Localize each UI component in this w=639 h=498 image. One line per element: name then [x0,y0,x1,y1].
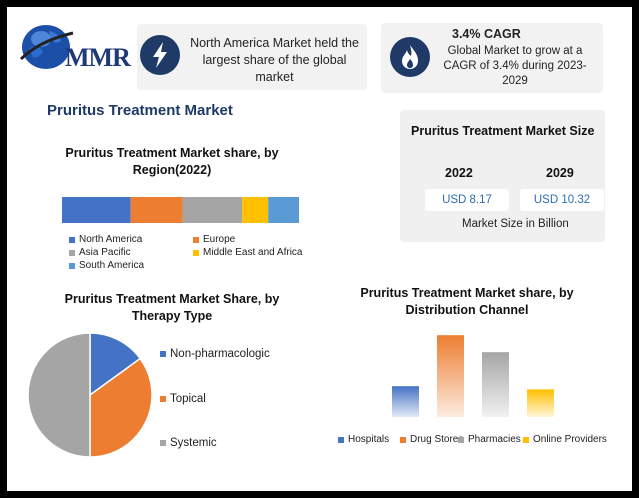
legend-swatch [193,236,199,243]
legend-label: Systemic [170,437,217,449]
logo: MMR [15,17,131,77]
bar-online-providers [527,389,554,417]
legend-item-online-providers: Online Providers [523,434,607,445]
value-2022: USD 8.17 [425,189,509,211]
flame-icon [390,37,430,77]
legend-swatch [400,436,406,443]
legend-swatch [69,249,75,256]
legend-label: Asia Pacific [79,247,131,258]
legend-item-north-america: North America [69,234,142,245]
lightning-icon [140,35,180,75]
legend-item-europe: Europe [193,234,235,245]
legend-label: North America [79,234,143,245]
legend-item-asia-pacific: Asia Pacific [69,247,131,258]
market-size-card: Pruritus Treatment Market Size 2022 2029… [400,110,605,242]
region-segment-middle-east-and-africa [242,197,269,223]
pie-slice-non-pharmacologic [89,332,142,397]
therapy-pie-chart [27,332,153,458]
legend-swatch [338,436,344,443]
pie-slice-systemic [27,332,91,458]
legend-label: South America [79,260,145,271]
legend-item-hospitals: Hospitals [338,434,389,445]
region-segment-north-america [62,197,131,223]
globe-icon [19,25,74,69]
fact1-text: North America Market held the largest sh… [190,36,359,84]
legend-item-topical: Topical [160,393,206,405]
distribution-chart-title: Pruritus Treatment Market share, by Dist… [360,286,574,317]
legend-swatch [69,262,75,269]
market-size-title: Pruritus Treatment Market Size [411,124,595,138]
legend-label: Pharmacies [468,434,521,445]
legend-item-pharmacies: Pharmacies [458,434,521,445]
legend-item-south-america: South America [69,260,144,271]
year-2022: 2022 [445,166,473,180]
year-2029: 2029 [546,166,574,180]
market-size-note: Market Size in Billion [462,218,569,230]
pie-slice-topical [89,357,153,458]
infographic-frame: MMR North America Market held the larges… [7,7,632,491]
legend-label: Topical [170,393,206,405]
legend-label: Drug Stores [410,434,464,445]
legend-label: Online Providers [533,434,607,445]
legend-label: Europe [203,234,236,245]
bar-pharmacies [482,352,509,417]
region-stacked-bar [62,197,299,223]
legend-swatch [69,236,75,243]
bar-drug-stores [437,335,464,417]
therapy-chart-title: Pruritus Treatment Market Share, by Ther… [64,292,280,323]
value-2029: USD 10.32 [520,189,604,211]
legend-swatch [523,436,529,443]
region-segment-south-america [268,197,299,223]
cagr-title: 3.4% CAGR [452,27,521,41]
legend-item-non-pharmacologic: Non-pharmacologic [160,348,270,360]
cagr-text: Global Market to grow at a CAGR of 3.4% … [443,45,587,87]
page-title: Pruritus Treatment Market [47,102,233,119]
legend-swatch [160,396,166,402]
fact-card-cagr: 3.4% CAGR Global Market to grow at a CAG… [381,23,603,93]
logo-text: MMR [65,43,131,72]
legend-item-middle-east-and-africa: Middle East and Africa [193,247,303,258]
legend-swatch [458,436,464,443]
fact-card-north-america: North America Market held the largest sh… [137,24,367,90]
legend-label: Hospitals [348,434,390,445]
bar-hospitals [392,386,419,417]
legend-swatch [160,440,166,446]
legend-swatch [160,351,166,357]
legend-label: Middle East and Africa [203,247,303,258]
region-segment-europe [130,197,183,223]
legend-item-drug-stores: Drug Stores [400,434,463,445]
region-segment-asia-pacific [182,197,243,223]
legend-label: Non-pharmacologic [170,348,270,360]
region-chart-title: Pruritus Treatment Market share, by Regi… [65,146,279,177]
distribution-bar-chart [392,335,554,417]
legend-item-systemic: Systemic [160,437,217,449]
legend-swatch [193,249,199,256]
